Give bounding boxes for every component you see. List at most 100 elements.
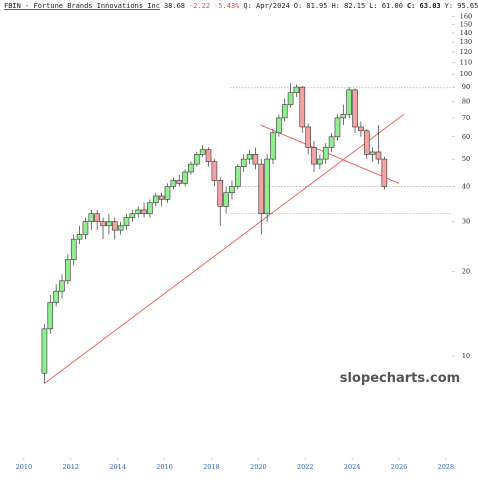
x-tick-label: 2012 — [63, 463, 80, 471]
quote-item: 38.68 — [164, 2, 185, 10]
candle-body — [369, 151, 376, 155]
candle-body — [258, 163, 265, 215]
trend-line — [260, 124, 400, 184]
y-tick-label: 110 — [460, 59, 472, 67]
candle-body — [129, 213, 136, 218]
candle-body — [170, 180, 177, 187]
candle-body — [88, 213, 95, 222]
x-tick-label: 2028 — [438, 463, 455, 471]
candle-body — [47, 302, 54, 330]
candle-body — [305, 126, 311, 148]
candle-body — [194, 154, 200, 165]
y-tick-label: 160 — [460, 13, 472, 21]
candle-body — [246, 154, 253, 160]
candle-body — [322, 147, 329, 160]
y-tick-label: 100 — [460, 70, 472, 78]
candle-body — [147, 202, 153, 215]
candle-body — [334, 117, 341, 138]
candle-body — [235, 166, 241, 187]
quote-item: L: 61.00 — [369, 2, 403, 10]
y-tick-label: 120 — [460, 48, 472, 56]
y-tick-label: 140 — [460, 29, 472, 37]
candle-body — [70, 238, 77, 260]
y-tick-label: 130 — [460, 38, 472, 46]
quote-item: C: 63.03 — [407, 2, 441, 10]
candle-body — [340, 114, 347, 119]
candle-body — [211, 161, 218, 181]
candle-body — [381, 158, 388, 187]
candle-body — [94, 213, 100, 222]
x-tick-label: 2022 — [297, 463, 314, 471]
candle-body — [41, 328, 48, 374]
candle-body — [299, 86, 306, 128]
candle-body — [375, 151, 382, 160]
y-tick-label: 90 — [462, 83, 470, 91]
candle-body — [240, 158, 247, 167]
candle-body — [276, 117, 282, 134]
y-tick-label: 10 — [462, 352, 470, 360]
y-tick-label: 40 — [462, 182, 470, 190]
quote-item: H: 82.15 — [331, 2, 365, 10]
candle-body — [223, 192, 229, 207]
x-tick-label: 2026 — [391, 463, 408, 471]
candle-body — [188, 163, 194, 173]
candle-body — [176, 180, 183, 184]
x-tick-label: 2018 — [203, 463, 220, 471]
candle-body — [358, 126, 364, 132]
candle-body — [82, 221, 89, 235]
candle-body — [217, 180, 224, 207]
quote-item: -5.43% — [214, 2, 240, 10]
chart-header: FBIN - Fortune Brands Innovations Inc 38.… — [4, 2, 478, 10]
candle-body — [158, 195, 165, 200]
candle-body — [141, 209, 147, 215]
candle-body — [111, 221, 118, 231]
candle-body — [205, 149, 212, 162]
candle-body — [65, 259, 71, 282]
y-tick-label: 30 — [462, 218, 470, 226]
x-tick-label: 2014 — [109, 463, 126, 471]
candle-body — [287, 92, 294, 105]
candle-body — [164, 186, 171, 200]
candle-body — [346, 89, 352, 115]
y-tick-label: 60 — [462, 133, 470, 141]
candle-body — [270, 132, 276, 160]
candle-body — [281, 104, 288, 119]
candle-body — [293, 86, 300, 94]
candle-body — [76, 234, 83, 240]
candle-body — [229, 186, 235, 194]
trend-line — [44, 114, 404, 384]
x-tick-label: 2020 — [250, 463, 267, 471]
y-tick-label: 80 — [462, 98, 470, 106]
y-tick-label: 70 — [462, 114, 470, 122]
candle-body — [328, 136, 335, 148]
x-tick-label: 2024 — [344, 463, 361, 471]
candle-body — [135, 209, 141, 215]
candle-body — [311, 147, 317, 165]
candle-body — [317, 158, 323, 165]
candle-body — [182, 171, 188, 184]
watermark: slopecharts.com — [340, 371, 460, 386]
candle-body — [53, 290, 59, 303]
candle-body — [199, 149, 206, 155]
chart-title: FBIN - Fortune Brands Innovations Inc — [4, 2, 160, 10]
x-tick-label: 2016 — [156, 463, 173, 471]
x-tick-label: 2010 — [16, 463, 33, 471]
y-tick-label: 50 — [462, 155, 470, 163]
quote-item: -2.22 — [189, 2, 210, 10]
quote-item: O: 81.95 — [294, 2, 328, 10]
y-tick-label: 150 — [460, 21, 472, 29]
candle-body — [352, 89, 358, 128]
candle-body — [252, 154, 259, 165]
candle-body — [100, 221, 106, 227]
quote-item: Q: Apr/2024 — [243, 2, 289, 10]
candle-body — [106, 221, 112, 227]
candle-body — [123, 217, 130, 227]
candle-body — [117, 225, 124, 231]
quote-item: Y: 95.65 — [445, 2, 478, 10]
candle-body — [264, 158, 270, 215]
y-tick-label: 20 — [462, 267, 470, 275]
candle-body — [152, 195, 159, 204]
candle-body — [59, 280, 65, 292]
